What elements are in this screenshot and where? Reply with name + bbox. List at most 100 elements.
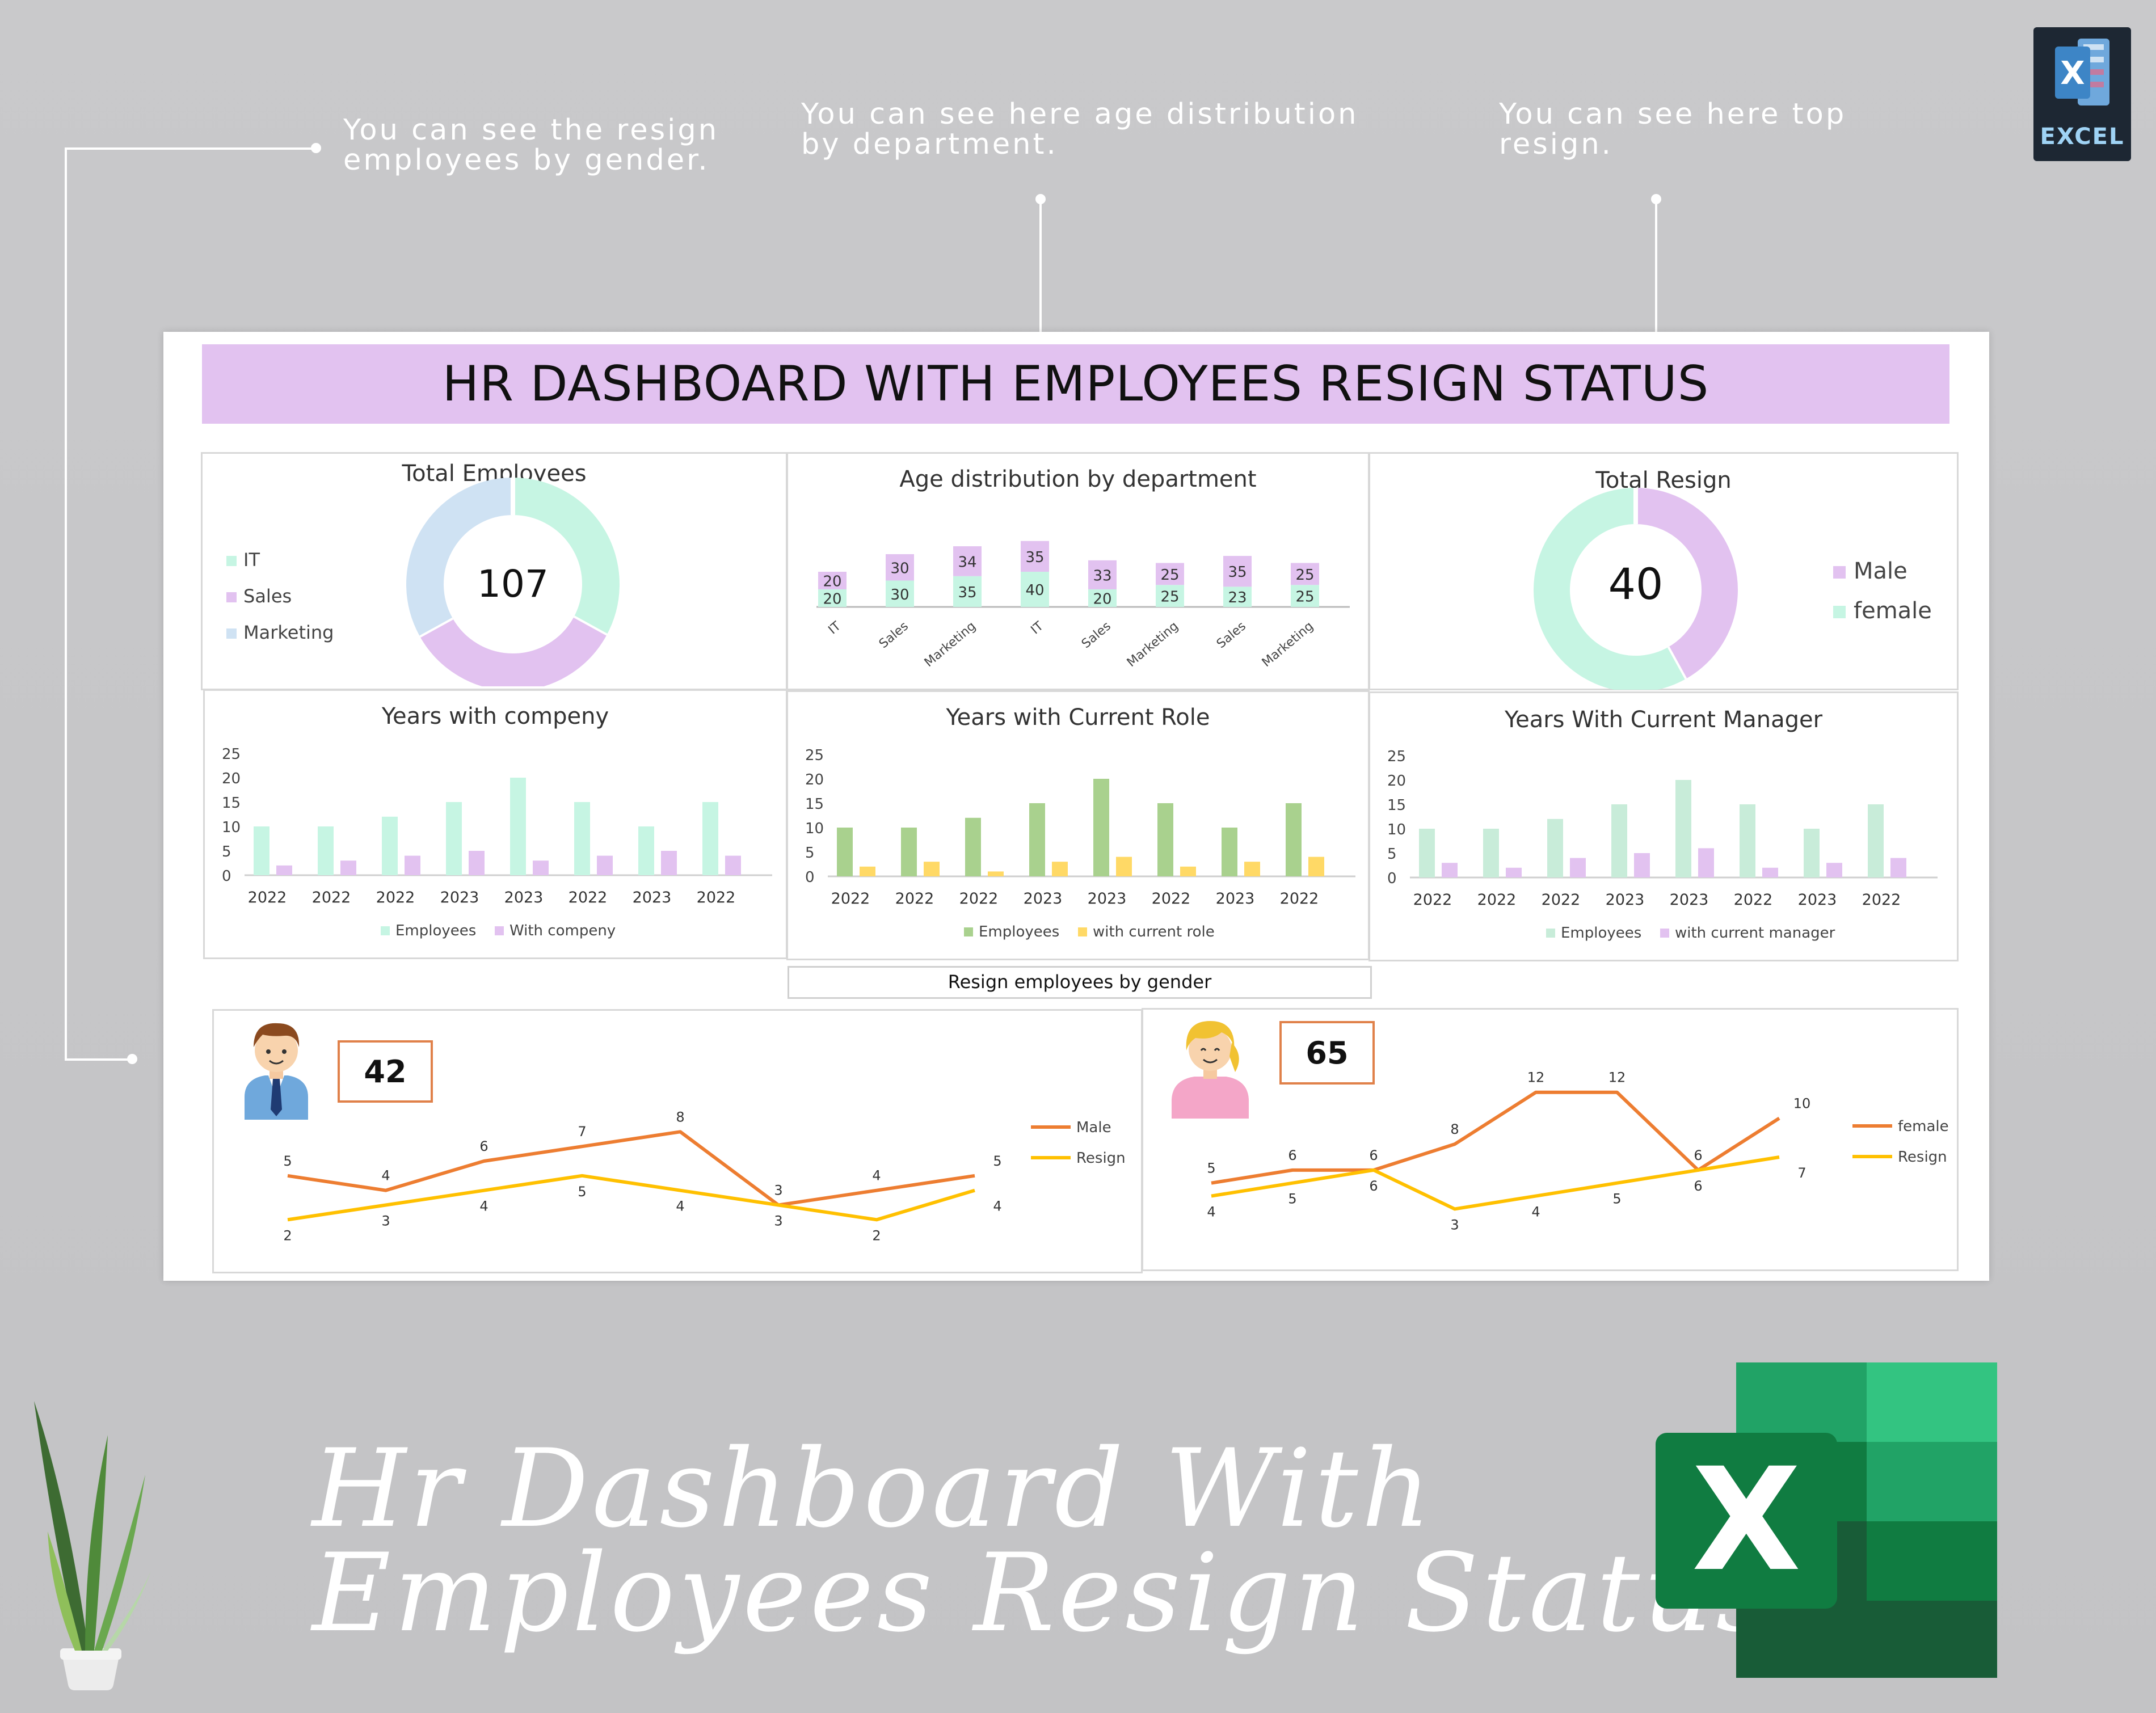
legend-label: With compeny	[509, 922, 616, 939]
bar-employees	[1222, 828, 1237, 876]
legend-label: Resign	[1076, 1150, 1126, 1167]
bar-chart-current-manager: 0 5 10 15 20 25 2022 2022 2022 2023 2023 2022 2023 20…	[1387, 748, 1938, 942]
x-tick-label: 2023	[1024, 890, 1063, 908]
line-series-0	[287, 1130, 975, 1207]
total-employees-legend: IT Sales Marketing	[226, 549, 334, 643]
male-count-badge: 42	[338, 1040, 433, 1103]
age-category-label: Marketing	[1125, 619, 1181, 670]
legend-swatch-sales	[226, 592, 237, 602]
age-category-label: Sales	[877, 619, 911, 651]
data-label: 5	[1612, 1191, 1621, 1207]
legend-swatch-it	[226, 556, 237, 566]
age-bar-top	[953, 546, 982, 576]
data-label: 12	[1527, 1070, 1545, 1086]
y-tick-label: 0	[1387, 870, 1397, 887]
data-label: 12	[1608, 1070, 1626, 1086]
total-resign-donut	[1534, 488, 1738, 690]
excel-badge-label: EXCEL	[2040, 124, 2125, 150]
y-tick-label: 20	[1387, 773, 1406, 790]
x-tick-label: 2022	[1280, 890, 1319, 908]
bar-secondary	[725, 855, 741, 875]
legend-swatch	[1546, 929, 1555, 938]
note-gender: You can see the resign employees by gend…	[343, 115, 719, 175]
data-label: 10	[1793, 1095, 1811, 1111]
panel-years-with-company: Years with compeny 0 5 10 15 20 25 2022 2022 202…	[203, 689, 788, 959]
age-category-label: IT	[826, 619, 844, 637]
bar-chart-current-role: 0 5 10 15 20 25 2022 2022 2022 2023 2023 2022 2023 20…	[805, 747, 1355, 940]
panel-male-resign: 42 5 4 6 7 8 3 4 5 Male 2 3 4 5 4 3 2 4 Resign	[212, 1009, 1143, 1273]
plant-icon	[34, 1401, 151, 1690]
x-tick-label: 2023	[1798, 891, 1837, 909]
data-label: 3	[774, 1183, 782, 1199]
connector-gender-top	[65, 147, 314, 150]
connector-gender-bottom	[65, 1058, 133, 1061]
x-tick-label: 2022	[895, 890, 934, 908]
data-label: 2	[872, 1227, 881, 1243]
chart-title-years-company: Years with compeny	[381, 703, 609, 729]
excel-logo-letter: X	[1692, 1437, 1801, 1602]
bar-secondary	[1244, 862, 1260, 876]
age-label-bottom: 23	[1228, 589, 1247, 606]
y-tick-label: 25	[1387, 748, 1406, 765]
note-age-line1: You can see here age distribution	[801, 98, 1359, 131]
x-tick-label: 2023	[440, 889, 479, 906]
connector-top-vertical	[1655, 199, 1657, 332]
excel-badge: X EXCEL	[2033, 27, 2131, 161]
legend-swatch	[964, 927, 973, 936]
age-label-top: 34	[958, 554, 976, 571]
data-label: 3	[381, 1213, 390, 1229]
dashboard-title: HR DASHBOARD WITH EMPLOYEES RESIGN STATU…	[442, 356, 1709, 412]
legend-label: Resign	[1898, 1149, 1947, 1166]
bar-employees	[382, 816, 398, 875]
data-label: 3	[774, 1213, 782, 1229]
age-category-label: Sales	[1214, 619, 1249, 651]
excel-doc-icon: X	[2055, 39, 2109, 106]
line-series-1	[287, 1174, 975, 1222]
panel-total-resign: Total Resign 40 Male female	[1368, 452, 1959, 690]
legend-label: Employees	[979, 923, 1059, 940]
bar-secondary	[1890, 858, 1906, 877]
female-count-value: 65	[1306, 1035, 1349, 1071]
bar-employees	[1547, 818, 1563, 877]
note-top: You can see here top resign.	[1499, 99, 1846, 159]
y-tick-label: 5	[805, 845, 815, 862]
age-label-top: 35	[1228, 564, 1247, 581]
bar-secondary	[860, 866, 875, 876]
bar-employees	[1675, 780, 1691, 877]
female-count-badge: 65	[1279, 1021, 1375, 1085]
age-bar-top	[1088, 560, 1117, 589]
age-bar-bottom	[886, 580, 914, 607]
bar-secondary	[469, 851, 485, 875]
x-tick-label: 2023	[633, 889, 672, 906]
age-label-top: 30	[890, 560, 909, 577]
male-count-value: 42	[364, 1053, 407, 1090]
total-resign-title: Total Resign	[1595, 467, 1732, 493]
age-bar-top	[818, 572, 847, 589]
y-tick-label: 10	[805, 820, 824, 837]
y-tick-label: 10	[1387, 821, 1406, 838]
bar-employees	[1029, 803, 1045, 876]
bar-employees	[574, 802, 590, 875]
age-bar-bottom	[1156, 585, 1184, 607]
bar-secondary	[405, 855, 420, 875]
bar-employees	[965, 817, 981, 876]
age-bar-top	[1223, 556, 1252, 587]
legend-swatch	[1660, 929, 1669, 938]
x-tick-label: 2023	[1216, 890, 1255, 908]
legend-swatch-female	[1833, 606, 1846, 618]
x-tick-label: 2022	[1862, 891, 1901, 909]
bar-employees	[901, 828, 917, 876]
age-bar-bottom	[818, 589, 847, 607]
bar-secondary	[924, 862, 940, 876]
female-avatar-icon	[1172, 1021, 1249, 1119]
x-tick-label: 2022	[1734, 891, 1773, 909]
y-tick-label: 10	[222, 819, 241, 836]
legend-label-marketing: Marketing	[243, 622, 334, 643]
footer-title-line1: Hr Dashboard With	[312, 1426, 1434, 1551]
data-label: 5	[1207, 1161, 1215, 1176]
legend-label: with current manager	[1675, 925, 1835, 942]
bar-secondary	[1506, 867, 1522, 877]
legend-swatch	[1078, 927, 1087, 936]
bar-employees	[510, 778, 526, 875]
bar-employees	[638, 826, 654, 875]
